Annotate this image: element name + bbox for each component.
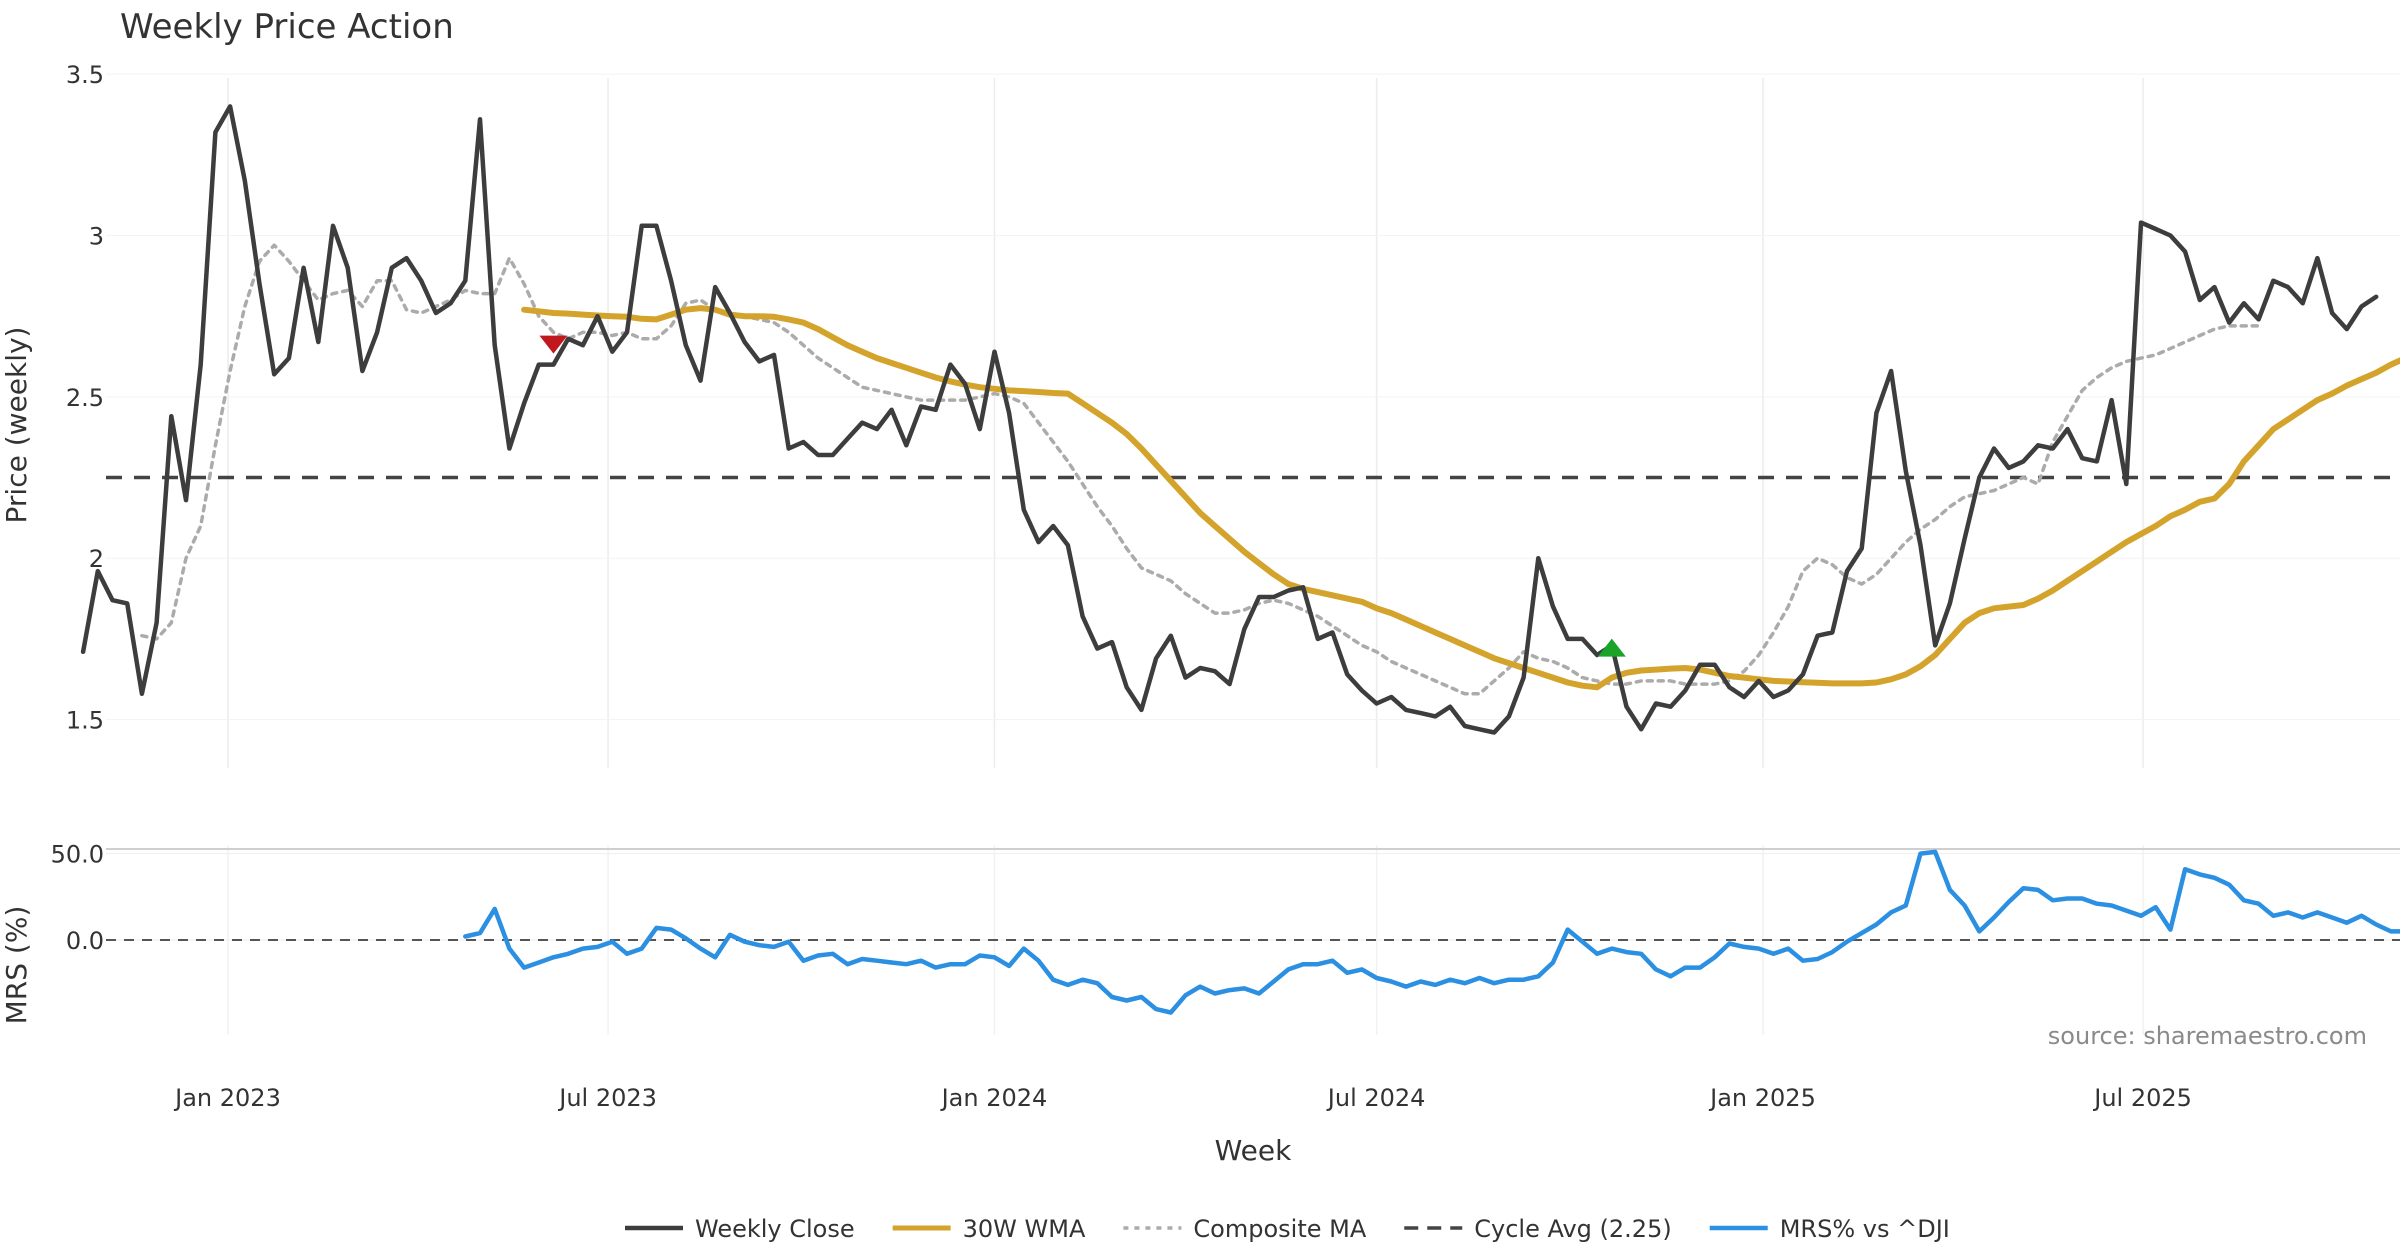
price-y-tick-label: 3.5 bbox=[66, 61, 104, 89]
legend-label: Weekly Close bbox=[695, 1215, 855, 1243]
price-axis-title: Price (weekly) bbox=[0, 327, 33, 524]
x-tick-label: Jan 2024 bbox=[940, 1084, 1048, 1112]
x-axis-title: Week bbox=[1215, 1134, 1292, 1167]
legend-label: 30W WMA bbox=[963, 1215, 1086, 1243]
x-tick-label: Jul 2023 bbox=[557, 1084, 657, 1112]
price-y-tick-label: 2.5 bbox=[66, 384, 104, 412]
buy-signal-marker bbox=[1597, 638, 1626, 657]
x-tick-label: Jul 2024 bbox=[1326, 1084, 1426, 1112]
mrs-vs-dji-line bbox=[463, 849, 2400, 1015]
legend-label: Composite MA bbox=[1193, 1215, 1366, 1243]
legend-item-30w-wma: 30W WMA bbox=[892, 1215, 1086, 1243]
x-tick-label: Jan 2023 bbox=[173, 1084, 281, 1112]
price-y-tick-label: 1.5 bbox=[66, 707, 104, 735]
30w-wma-line bbox=[521, 305, 2400, 691]
price-y-tick-label: 2 bbox=[89, 545, 104, 573]
legend-item-composite-ma: Composite MA bbox=[1123, 1215, 1367, 1243]
sell-signal-marker bbox=[539, 335, 568, 354]
legend-label: MRS% vs ^DJI bbox=[1780, 1215, 1950, 1243]
composite-ma-line bbox=[140, 243, 2261, 696]
legend-item-mrs-vs-dji: MRS% vs ^DJI bbox=[1709, 1215, 1950, 1243]
series-layer bbox=[80, 104, 2400, 1015]
legend-item-weekly-close: Weekly Close bbox=[625, 1215, 855, 1243]
source-note: source: sharemaestro.com bbox=[2048, 1022, 2367, 1050]
weekly-close-line bbox=[80, 104, 2379, 735]
legend-item-cycle-avg-2-25: Cycle Avg (2.25) bbox=[1404, 1215, 1672, 1243]
grid-layer bbox=[106, 73, 2400, 1035]
x-tick-label: Jul 2025 bbox=[2092, 1084, 2192, 1112]
signal-markers bbox=[539, 335, 1626, 657]
mrs-y-tick-label: 0.0 bbox=[66, 927, 104, 955]
legend-label: Cycle Avg (2.25) bbox=[1474, 1215, 1671, 1243]
chart-title: Weekly Price Action bbox=[120, 7, 454, 47]
x-tick-label: Jan 2025 bbox=[1708, 1084, 1816, 1112]
mrs-y-tick-label: 50.0 bbox=[51, 841, 104, 869]
price-y-tick-label: 3 bbox=[89, 223, 104, 251]
tick-labels: Jan 2023 Jul 2023 Jan 2024 Jul 2024 Jan 2025… bbox=[51, 61, 2192, 1112]
mrs-axis-title: MRS (%) bbox=[0, 906, 33, 1025]
legend: Weekly Close 30W WMA Composite MA Cycle Avg… bbox=[625, 1215, 1950, 1243]
